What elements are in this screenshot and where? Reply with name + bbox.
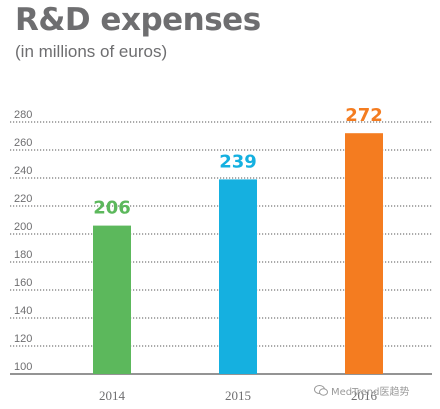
- y-tick-label: 140: [14, 305, 32, 317]
- y-tick-label: 260: [14, 137, 32, 149]
- bars: [93, 133, 383, 374]
- y-tick-label: 200: [14, 221, 32, 233]
- wechat-icon: [314, 385, 328, 396]
- y-tick-label: 220: [14, 193, 32, 205]
- data-labels: 206 239 272: [93, 105, 383, 218]
- chart-subtitle: (in millions of euros): [15, 42, 168, 61]
- x-tick-label-2016: 2016: [351, 388, 378, 403]
- y-tick-label: 280: [14, 109, 32, 121]
- y-tick-label: 120: [14, 333, 32, 345]
- x-tick-label-2014: 2014: [99, 388, 126, 403]
- y-axis-ticks: 100 120 140 160 180 200 220 240 260 280: [14, 109, 32, 373]
- watermark-text: MedTrend医趋势: [331, 387, 410, 398]
- y-tick-label: 180: [14, 249, 32, 261]
- data-label-2015: 239: [219, 151, 257, 172]
- data-label-2014: 206: [93, 198, 131, 219]
- y-tick-label: 160: [14, 277, 32, 289]
- y-tick-label: 100: [14, 361, 32, 373]
- bar-2015: [219, 179, 257, 374]
- x-tick-label-2015: 2015: [225, 388, 251, 403]
- bar-2014: [93, 225, 131, 374]
- y-tick-label: 240: [14, 165, 32, 177]
- watermark: MedTrend医趋势: [314, 383, 410, 398]
- data-label-2016: 272: [345, 105, 383, 126]
- bar-2016: [345, 133, 383, 374]
- chart-title: R&D expenses: [15, 2, 261, 38]
- x-axis-ticks: 2014 2015 2016: [99, 388, 378, 403]
